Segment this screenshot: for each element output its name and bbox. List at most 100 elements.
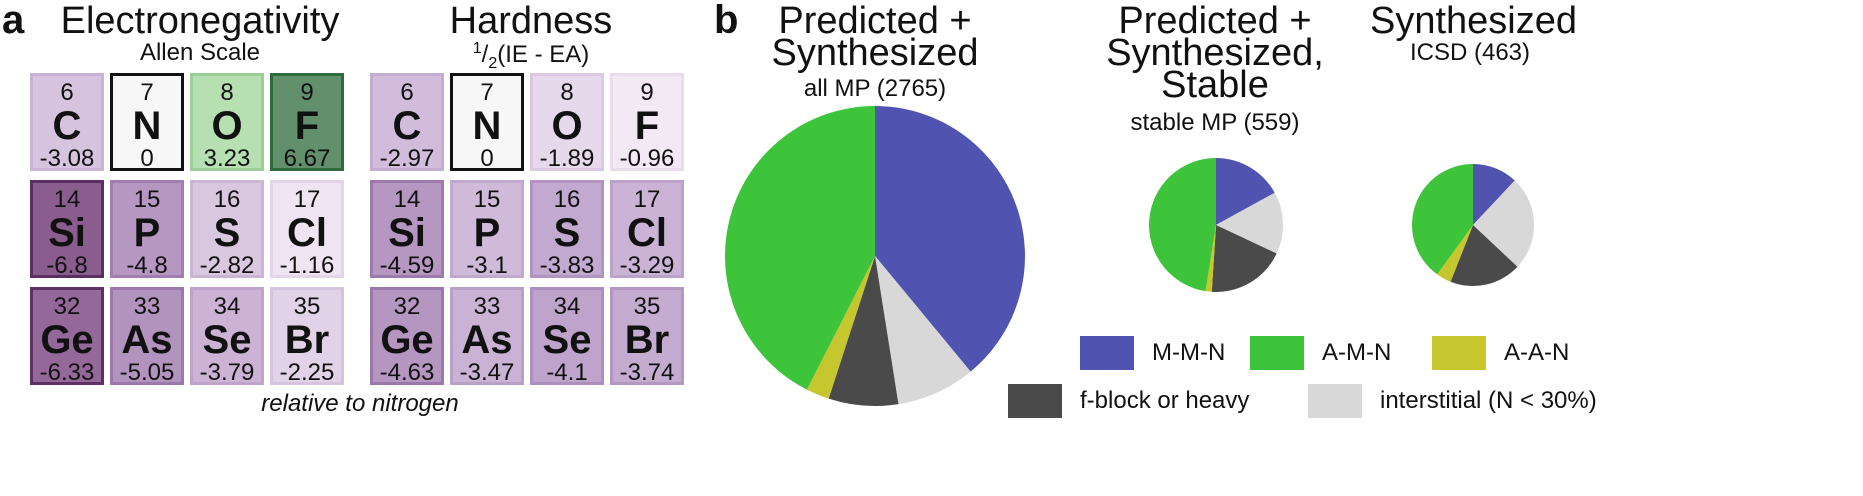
element-number: 17 [633, 186, 661, 213]
element-cell-br: 35 Br -2.25 [270, 287, 344, 386]
element-symbol: Br [624, 318, 670, 362]
element-symbol: Cl [287, 211, 327, 255]
element-cell-c: 6 C -3.08 [30, 73, 104, 172]
element-cell-s: 16 S -3.83 [530, 180, 604, 279]
element-value: -5.05 [119, 359, 175, 386]
element-value: -3.79 [199, 359, 255, 386]
element-cell-si: 14 Si -4.59 [370, 180, 444, 279]
element-number: 8 [560, 79, 574, 106]
element-number: 34 [213, 293, 241, 320]
element-cell-s: 16 S -2.82 [190, 180, 264, 279]
element-symbol: N [132, 104, 162, 148]
element-number: 6 [400, 79, 414, 106]
legend-swatch-interstitial [1308, 384, 1362, 418]
element-number: 35 [293, 293, 321, 320]
element-number: 32 [393, 293, 421, 320]
panel-b-letter: b [714, 0, 739, 42]
element-number: 33 [133, 293, 161, 320]
element-cell-p: 15 P -3.1 [450, 180, 524, 279]
element-number: 34 [553, 293, 581, 320]
legend-label-interstitial: interstitial (N < 30%) [1380, 387, 1597, 414]
pie-2-slice-a-a-n [1205, 225, 1216, 292]
element-symbol: C [52, 104, 82, 148]
pie-1-title-line-2: Synthesized [771, 32, 979, 74]
element-symbol: C [392, 104, 422, 148]
pie-3-slice-interstitial-n-30 [1473, 180, 1534, 267]
element-value: -4.59 [379, 252, 435, 279]
hardness-subtitle: 1/2(IE - EA) [472, 40, 590, 72]
pie-1-slice-f-block-or-heavy [828, 256, 899, 407]
element-value: -3.83 [539, 252, 595, 279]
element-symbol: As [121, 318, 173, 362]
legend-item-amn: A-M-N [1250, 336, 1391, 370]
element-cell-se: 34 Se -4.1 [530, 287, 604, 386]
element-symbol: Ge [40, 318, 94, 362]
element-number: 15 [473, 186, 501, 213]
pie-2-title-line-2: Synthesized, [1106, 32, 1324, 74]
element-symbol: N [472, 104, 502, 148]
element-value: -2.97 [379, 145, 435, 172]
element-value: -6.8 [46, 252, 88, 279]
element-value: -3.74 [619, 359, 675, 386]
legend-swatch-amn [1250, 336, 1304, 370]
element-symbol: Se [542, 318, 592, 362]
legend-label-mmn: M-M-N [1152, 339, 1226, 366]
element-symbol: Si [48, 211, 86, 255]
legend-item-aan: A-A-N [1432, 336, 1569, 370]
element-value: -1.16 [279, 252, 335, 279]
element-value: -4.1 [546, 359, 588, 386]
pie-2-slice-interstitial-n-30 [1216, 192, 1283, 254]
hardness-subtitle-sup: 1 [472, 40, 482, 57]
element-symbol: Cl [627, 211, 667, 255]
element-symbol: F [634, 104, 660, 148]
element-number: 6 [60, 79, 74, 106]
pie-1-title-line-1: Predicted + [778, 0, 972, 42]
element-symbol: O [551, 104, 583, 148]
element-symbol: F [294, 104, 320, 148]
hardness-subtitle-rest: (IE - EA) [497, 41, 590, 68]
element-number: 15 [133, 186, 161, 213]
element-symbol: Se [202, 318, 252, 362]
element-value: -2.82 [199, 252, 255, 279]
element-cell-as: 33 As -5.05 [110, 287, 184, 386]
panel-a-caption: relative to nitrogen [261, 390, 459, 417]
pie-2-slice-f-block-or-heavy [1211, 225, 1277, 292]
element-number: 16 [213, 186, 241, 213]
element-value: 6.67 [283, 145, 331, 172]
legend-label-fblock: f-block or heavy [1080, 387, 1250, 414]
element-cell-f: 9 F -0.96 [610, 73, 684, 172]
element-symbol: Br [284, 318, 330, 362]
pie-1-slice-m-m-n [875, 106, 1026, 372]
element-cell-f: 9 F 6.67 [270, 73, 344, 172]
legend-label-aan: A-A-N [1504, 339, 1570, 366]
element-cell-cl: 17 Cl -3.29 [610, 180, 684, 279]
pie-2-slice-m-m-n [1216, 158, 1275, 225]
electronegativity-subtitle: Allen Scale [139, 39, 261, 66]
element-symbol: As [461, 318, 513, 362]
element-number: 35 [633, 293, 661, 320]
element-value: -3.29 [619, 252, 675, 279]
pie-2-slice-a-m-n [1149, 158, 1216, 292]
hardness-title: Hardness [449, 0, 613, 42]
pie-3-subtitle: ICSD (463) [1409, 39, 1531, 66]
element-symbol: Ge [380, 318, 434, 362]
element-symbol: P [473, 211, 501, 255]
legend-item-mmn: M-M-N [1080, 336, 1225, 370]
element-value: -3.08 [39, 145, 95, 172]
element-number: 33 [473, 293, 501, 320]
element-number: 8 [220, 79, 234, 106]
pie-3-slice-m-m-n [1473, 164, 1515, 225]
element-cell-ge: 32 Ge -6.33 [30, 287, 104, 386]
pie-1-slice-a-a-n [806, 256, 875, 399]
element-number: 9 [640, 79, 654, 106]
element-symbol: S [213, 211, 241, 255]
legend-swatch-fblock [1008, 384, 1062, 418]
pie-2-title-line-3: Stable [1161, 64, 1269, 106]
element-symbol: P [133, 211, 161, 255]
electronegativity-grid: 6 C -3.08 7 N 0 8 O 3.23 9 F 6.67 14 Si -6.8 15 P -4.8 16 S… [30, 73, 350, 393]
element-value: 0 [480, 145, 494, 172]
element-value: -0.96 [619, 145, 675, 172]
legend-label-amn: A-M-N [1322, 339, 1392, 366]
